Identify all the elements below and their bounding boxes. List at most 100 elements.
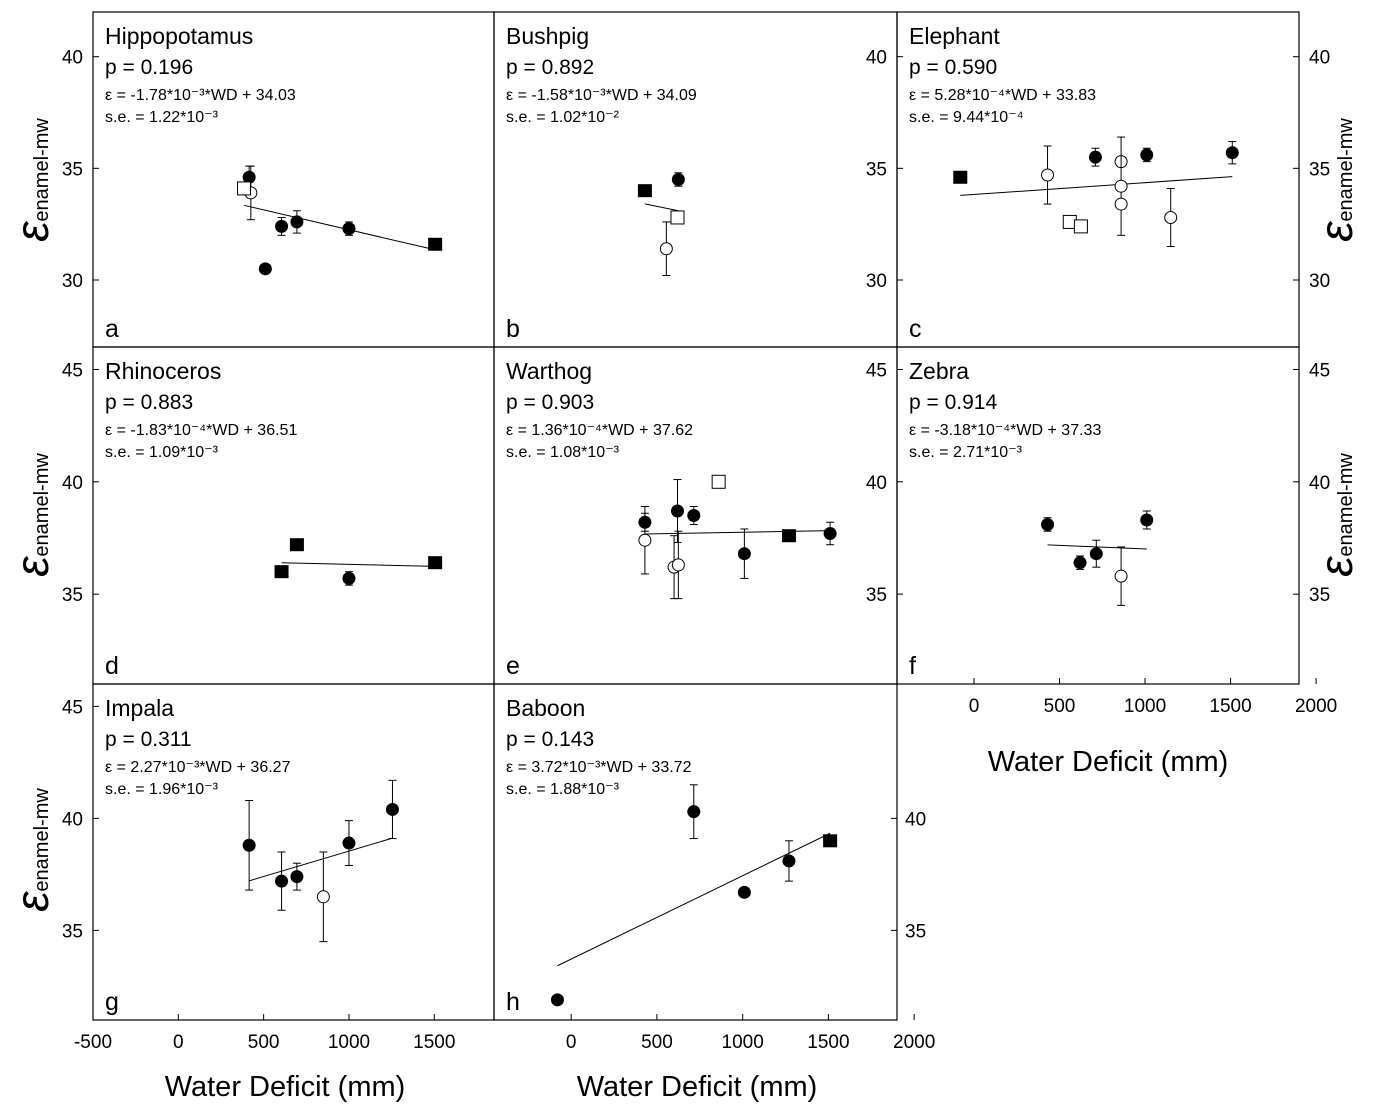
regression-line (644, 203, 679, 212)
svg-text:εenamel-mw: εenamel-mw (6, 453, 58, 577)
data-point-open-circle (671, 558, 685, 572)
panels: 30 35 40 Hippopotamus p = 0.196 ε = -1.78*10⁻… (62, 11, 1337, 1053)
data-point-filled-circle (385, 802, 399, 816)
p-value: p = 0.914 (909, 391, 997, 414)
regression-equation: ε = -1.78*10⁻³*WD + 34.03 (105, 87, 296, 104)
x-tick-label: 1500 (413, 1032, 455, 1053)
panel-letter: a (105, 315, 119, 343)
panel-c: 30 30 35 35 40 40 Elephant p = 0.590 ε = 5.28*10… (866, 11, 1330, 348)
data-point-filled-circle (275, 874, 289, 888)
data-point-filled-circle (275, 219, 289, 233)
panel-letter: f (909, 652, 916, 680)
data-point-filled-circle (737, 547, 751, 561)
y-axis-subscript: enamel-mw (1335, 453, 1357, 557)
data-point-filled-square (274, 565, 289, 579)
y-axis-subscript: enamel-mw (31, 118, 53, 222)
standard-error: s.e. = 1.09*10⁻³ (105, 444, 219, 461)
y-tick-label: 40 (62, 48, 83, 69)
p-value: p = 0.311 (105, 728, 192, 751)
data-point-open-circle (638, 533, 652, 547)
data-point-filled-circle (823, 526, 837, 540)
y-tick-label-right: 35 (1309, 159, 1330, 180)
data-point-open-square (711, 474, 726, 489)
regression-equation: ε = 3.72*10⁻³*WD + 33.72 (506, 759, 692, 776)
data-point-open-circle (1114, 569, 1128, 583)
panel-b: Bushpig p = 0.892 ε = -1.58*10⁻³*WD + 34.0… (493, 11, 898, 348)
y-axis-symbol: ε (1310, 556, 1362, 577)
svg-text:εenamel-mw: εenamel-mw (6, 118, 58, 242)
x-axis-title-middle: Water Deficit (mm) (577, 1071, 818, 1103)
data-point-filled-circle (687, 509, 701, 522)
panel-letter: d (105, 652, 119, 680)
panel-g: 35 40 45 -500 0 500 1000 1500 Impala p = 0.311 ε =… (62, 683, 495, 1053)
data-point-filled-circle (342, 571, 356, 585)
data-point-filled-circle (671, 173, 685, 186)
data-point-filled-square (428, 237, 443, 251)
x-tick-label: 1000 (722, 1032, 764, 1053)
data-point-filled-square (953, 170, 968, 184)
y-axis-symbol: ε (1310, 221, 1362, 242)
p-value: p = 0.143 (506, 728, 594, 751)
panel-title: Rhinoceros (105, 358, 221, 384)
x-tick-label: 1500 (1209, 696, 1251, 717)
x-tick-label: 1500 (807, 1032, 849, 1053)
data-point-filled-circle (782, 854, 796, 868)
y-axis-title-row2-left: εenamel-mw (6, 453, 58, 577)
standard-error: s.e. = 1.96*10⁻³ (105, 781, 219, 798)
regression-line (281, 562, 436, 567)
p-value: p = 0.590 (909, 56, 997, 79)
y-tick-label: 40 (62, 473, 83, 494)
data-point-filled-circle (342, 222, 356, 236)
y-tick-label: 30 (62, 271, 83, 292)
y-tick-label: 40 (866, 473, 887, 494)
y-tick-label: 35 (62, 585, 83, 606)
y-tick-label: 45 (62, 360, 83, 381)
y-tick-label-right: 40 (1309, 473, 1330, 494)
x-tick-label: 0 (566, 1032, 577, 1053)
panel-e: Warthog p = 0.903 ε = 1.36*10⁻⁴*WD + 37.62… (493, 346, 898, 685)
y-axis-subscript: enamel-mw (1335, 118, 1357, 222)
data-point-open-circle (1164, 210, 1178, 224)
data-point-filled-square (781, 529, 796, 543)
regression-line (248, 837, 393, 882)
y-axis-title-row2-right: εenamel-mw (1310, 453, 1362, 577)
regression-equation: ε = 2.27*10⁻³*WD + 36.27 (105, 759, 291, 776)
y-axis-subscript: enamel-mw (31, 788, 53, 892)
data-point-filled-circle (1088, 150, 1102, 164)
y-tick-label-right: 35 (1309, 585, 1330, 606)
regression-line (960, 176, 1233, 196)
data-point-open-square (670, 210, 685, 225)
y-axis-symbol: ε (6, 556, 58, 577)
y-axis-symbol: ε (6, 891, 58, 912)
standard-error: s.e. = 1.22*10⁻³ (105, 109, 219, 126)
data-point-filled-circle (1073, 556, 1087, 570)
regression-line (1047, 544, 1147, 550)
x-tick-label: 500 (1044, 696, 1076, 717)
y-tick-label-right: 40 (1309, 48, 1330, 69)
y-tick-label: 40 (905, 809, 926, 830)
data-point-filled-circle (342, 836, 356, 850)
data-point-open-circle (316, 890, 330, 904)
panel-letter: c (909, 315, 922, 343)
data-point-filled-circle (1140, 513, 1154, 527)
panel-letter: g (105, 988, 119, 1016)
y-axis-subscript: enamel-mw (31, 453, 53, 557)
panel-d: 35 40 45 Rhinoceros p = 0.883 ε = -1.83*10⁻⁴*… (62, 346, 495, 685)
y-tick-label-right: 45 (1309, 360, 1330, 381)
y-axis-title-row1-right: εenamel-mw (1310, 118, 1362, 242)
panel-title: Warthog (506, 358, 592, 384)
svg-text:εenamel-mw: εenamel-mw (6, 788, 58, 912)
y-tick-label-right: 30 (1309, 271, 1330, 292)
regression-line (644, 530, 831, 535)
data-point-open-circle (1114, 197, 1128, 211)
x-tick-label: 1000 (328, 1032, 370, 1053)
regression-equation: ε = -1.83*10⁻⁴*WD + 36.51 (105, 422, 297, 439)
standard-error: s.e. = 1.02*10⁻² (506, 109, 620, 126)
data-point-filled-circle (550, 993, 564, 1007)
panel-frame (896, 346, 1300, 685)
svg-text:εenamel-mw: εenamel-mw (1310, 118, 1362, 242)
standard-error: s.e. = 9.44*10⁻⁴ (909, 109, 1024, 126)
regression-equation: ε = -1.58*10⁻³*WD + 34.09 (506, 87, 697, 104)
p-value: p = 0.903 (506, 391, 594, 414)
data-point-filled-square (289, 538, 304, 552)
